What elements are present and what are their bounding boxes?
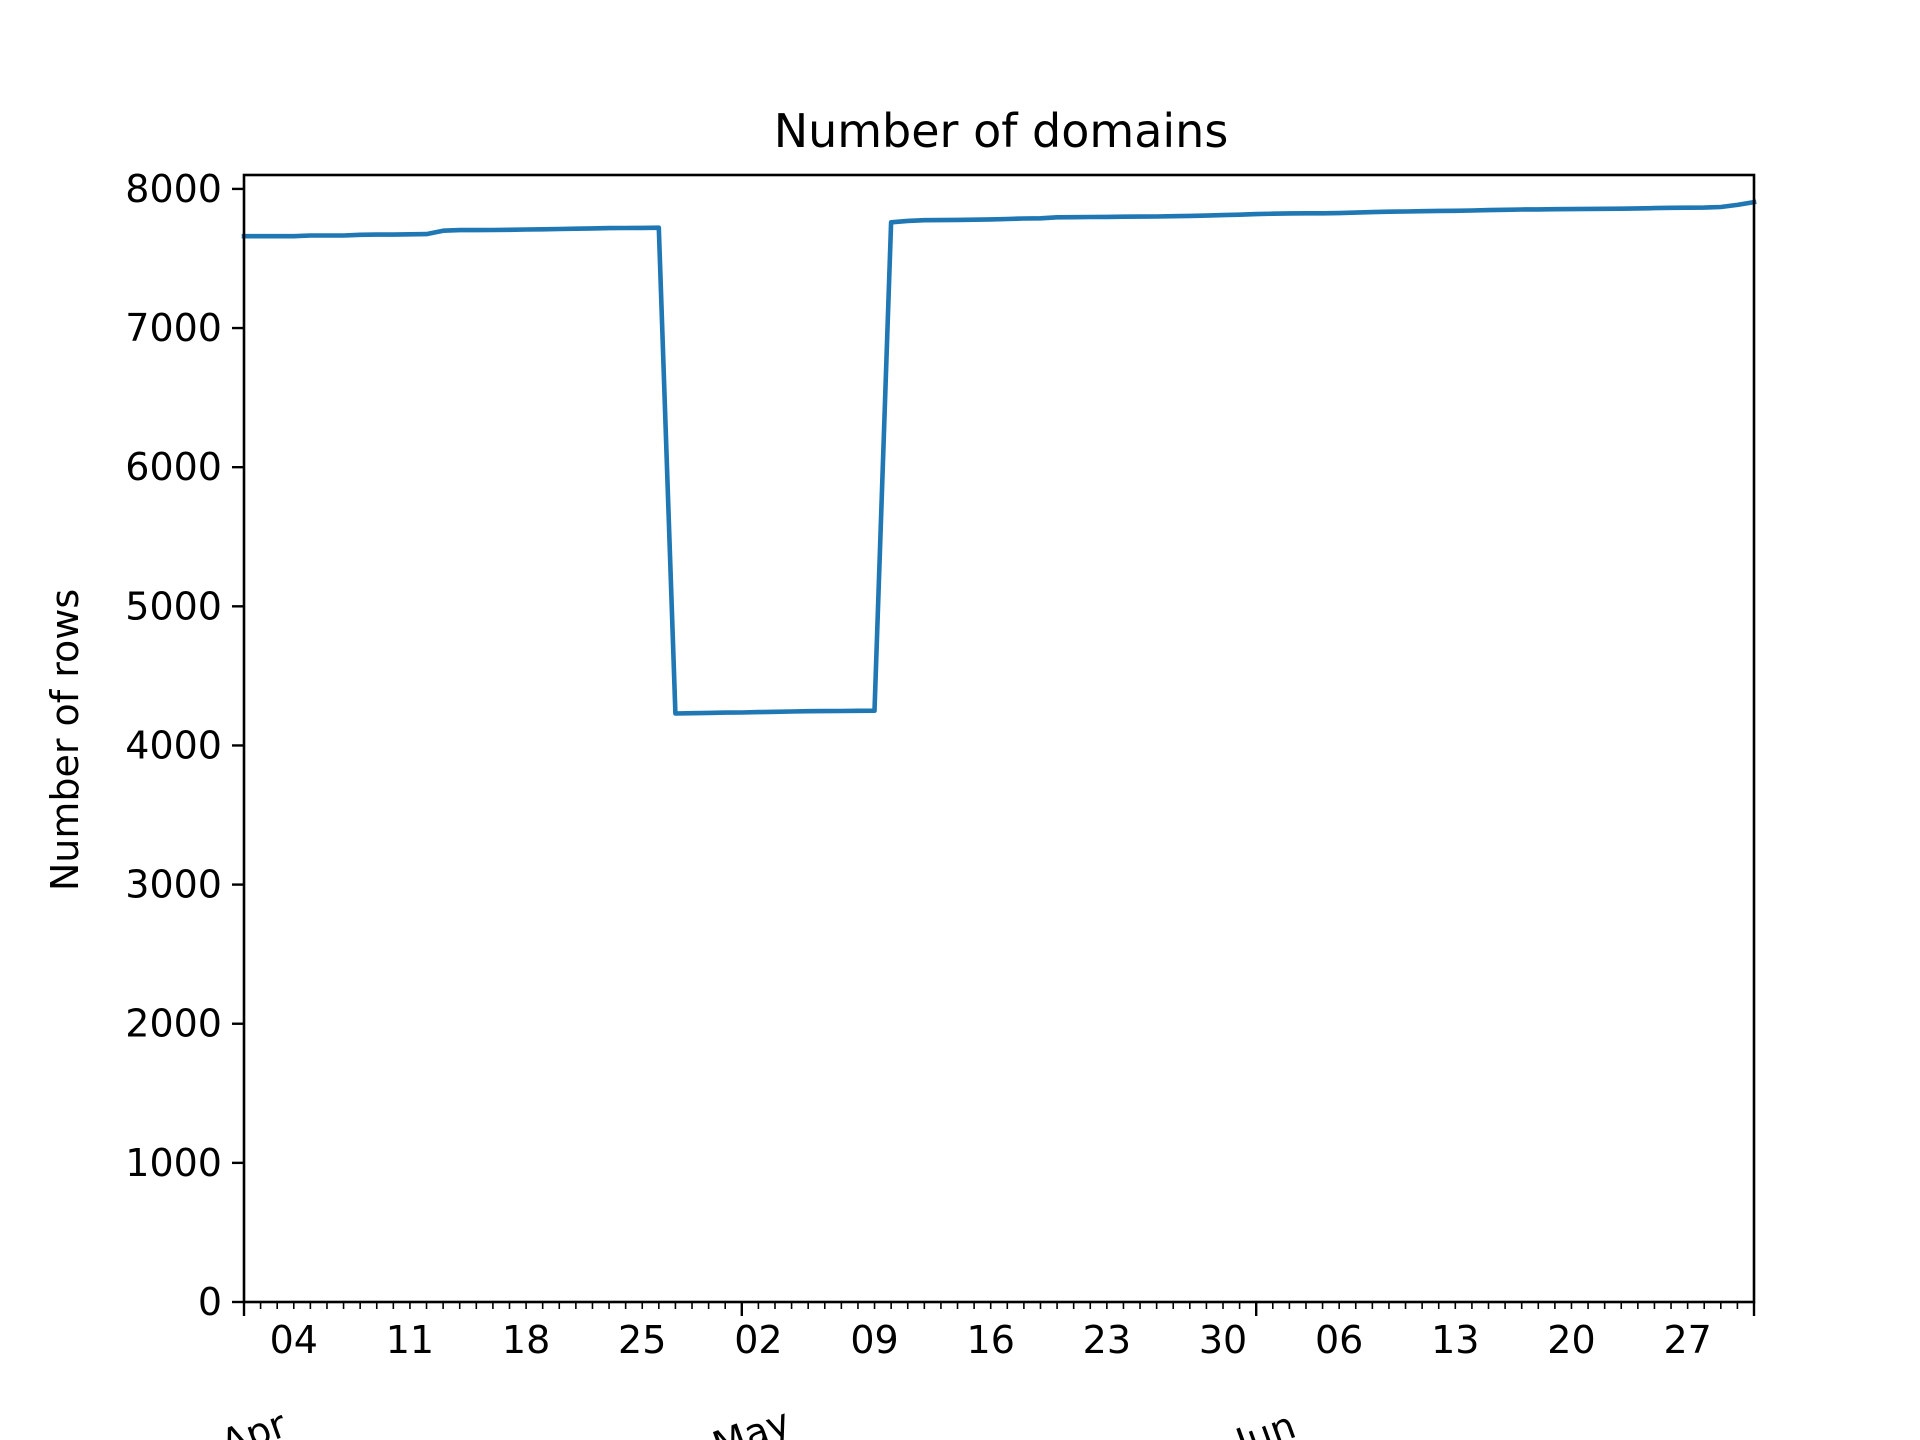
x-axis-minor-ticks — [242, 1302, 1756, 1316]
y-tick-label: 2000 — [125, 1002, 222, 1046]
series-line — [241, 199, 1757, 716]
x-tick-label: 25 — [618, 1318, 666, 1362]
plot-lines — [241, 199, 1757, 716]
y-axis-ticks: 0 1000 2000 3000 4000 5000 6000 7000 8000 — [125, 167, 244, 1324]
x-tick-label: 09 — [850, 1318, 898, 1362]
x-axis-ticks: 04 11 18 25 02 09 16 23 30 06 13 20 27 — [270, 1318, 1712, 1362]
x-month-label: Apr — [215, 1402, 292, 1440]
x-month-label: May — [707, 1400, 796, 1440]
plot-frame — [242, 173, 1756, 1304]
chart-title: Number of domains — [774, 104, 1229, 158]
y-tick-label: 7000 — [125, 306, 222, 350]
x-tick-label: 11 — [386, 1318, 434, 1362]
x-tick-label: 18 — [502, 1318, 550, 1362]
x-tick-label: 30 — [1199, 1318, 1247, 1362]
x-tick-label: 04 — [270, 1318, 318, 1362]
y-tick-label: 0 — [198, 1280, 222, 1324]
x-tick-label: 27 — [1663, 1318, 1711, 1362]
x-month-label: Jun — [1228, 1403, 1301, 1440]
x-tick-label: 06 — [1315, 1318, 1363, 1362]
x-tick-label: 20 — [1547, 1318, 1595, 1362]
x-tick-label: 02 — [734, 1318, 782, 1362]
y-tick-label: 8000 — [125, 167, 222, 211]
y-axis-label: Number of rows — [43, 589, 87, 891]
y-tick-label: 4000 — [125, 723, 222, 767]
x-tick-label: 16 — [967, 1318, 1015, 1362]
y-tick-label: 3000 — [125, 863, 222, 907]
x-tick-label: 23 — [1083, 1318, 1131, 1362]
x-axis-month-labels: Apr May Jun — [215, 1400, 1301, 1440]
x-tick-label: 13 — [1431, 1318, 1479, 1362]
y-tick-label: 6000 — [125, 445, 222, 489]
y-tick-label: 5000 — [125, 584, 222, 628]
y-tick-label: 1000 — [125, 1141, 222, 1185]
